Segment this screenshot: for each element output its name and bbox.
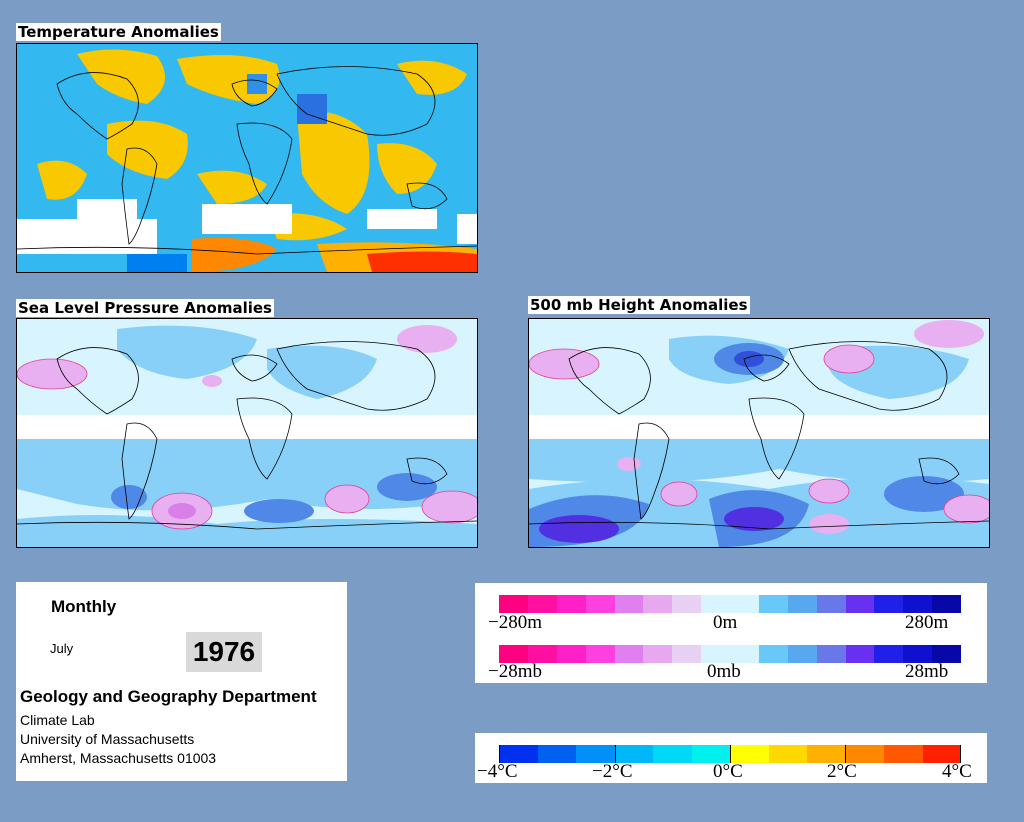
height-colorbar-swatch (643, 595, 673, 613)
temperature-colorbar-swatch (768, 745, 807, 763)
height-colorbar-swatch (701, 595, 730, 613)
temperature-colorbar-swatch (807, 745, 846, 763)
slp-anomaly-map (16, 318, 478, 548)
temp-tickmark (730, 745, 731, 763)
pressure-colorbar-swatch (527, 645, 557, 663)
pressure-colorbar-swatch (701, 645, 730, 663)
pressure-colorbar-swatch (556, 645, 586, 663)
temperature-colorbar-swatch (730, 745, 769, 763)
temperature-colorbar-swatch (845, 745, 884, 763)
height-tick-max: 280m (905, 612, 949, 633)
height-colorbar-swatch (816, 595, 846, 613)
temp-tick-m4: −4°C (477, 761, 518, 782)
pressure-colorbar-swatch (730, 645, 759, 663)
lab-label: Climate Lab (20, 712, 95, 728)
height-colorbar-swatch (527, 595, 557, 613)
height-colorbar-swatch (614, 595, 644, 613)
pressure-colorbar-swatch (874, 645, 904, 663)
year-label: 1976 (186, 632, 262, 672)
temperature-colorbar-swatch (653, 745, 692, 763)
height-colorbar-swatch (874, 595, 904, 613)
pressure-colorbar-swatch (672, 645, 702, 663)
temperature-legend: −4°C −2°C 0°C 2°C 4°C (475, 733, 987, 783)
temperature-colorbar-swatch (884, 745, 923, 763)
slp-panel-title: Sea Level Pressure Anomalies (16, 299, 274, 317)
temperature-panel-title: Temperature Anomalies (16, 23, 221, 41)
info-box: Monthly July 1976 Geology and Geography … (16, 582, 347, 781)
temp-tickmark (960, 745, 961, 763)
month-label: July (50, 641, 74, 656)
height-colorbar (499, 595, 961, 613)
department-label: Geology and Geography Department (20, 687, 317, 706)
height500-panel-title: 500 mb Height Anomalies (528, 296, 750, 314)
height-colorbar-swatch (932, 595, 961, 613)
height-pressure-legend: −280m 0m 280m −28mb 0mb 28mb (475, 583, 987, 683)
temperature-colorbar-swatch (537, 745, 576, 763)
temp-tick-2: 2°C (827, 761, 857, 782)
pressure-tick-zero: 0mb (707, 661, 741, 682)
height500-anomaly-map (528, 318, 990, 548)
temp-tickmark (845, 745, 846, 763)
height-colorbar-swatch (585, 595, 615, 613)
height-colorbar-swatch (903, 595, 933, 613)
temperature-colorbar-swatch (691, 745, 730, 763)
height-colorbar-swatch (556, 595, 586, 613)
pressure-colorbar-swatch (585, 645, 615, 663)
height-colorbar-swatch (787, 595, 817, 613)
temperature-colorbar-swatch (499, 745, 538, 763)
temperature-colorbar (499, 745, 961, 763)
pressure-colorbar-swatch (643, 645, 673, 663)
temperature-colorbar-swatch (576, 745, 615, 763)
temp-tickmark (499, 745, 500, 763)
address-label: Amherst, Massachusetts 01003 (20, 750, 217, 766)
period-label: Monthly (51, 597, 117, 616)
height-colorbar-swatch (499, 595, 528, 613)
temp-tick-0: 0°C (713, 761, 743, 782)
height-tick-zero: 0m (713, 612, 738, 633)
temp-tickmark (615, 745, 616, 763)
university-label: University of Massachusetts (20, 731, 195, 747)
pressure-colorbar-swatch (845, 645, 875, 663)
pressure-colorbar-swatch (614, 645, 644, 663)
pressure-colorbar-swatch (903, 645, 933, 663)
temp-tick-m2: −2°C (592, 761, 633, 782)
pressure-colorbar-swatch (758, 645, 788, 663)
temperature-colorbar-swatch (614, 745, 653, 763)
height-colorbar-swatch (672, 595, 702, 613)
pressure-colorbar-swatch (816, 645, 846, 663)
height-colorbar-swatch (730, 595, 759, 613)
pressure-colorbar-swatch (499, 645, 528, 663)
pressure-tick-min: −28mb (488, 661, 542, 682)
height-tick-min: −280m (488, 612, 542, 633)
height-colorbar-swatch (845, 595, 875, 613)
height-colorbar-swatch (758, 595, 788, 613)
pressure-colorbar (499, 645, 961, 663)
temperature-anomaly-map (16, 43, 478, 273)
pressure-colorbar-swatch (787, 645, 817, 663)
pressure-tick-max: 28mb (905, 661, 949, 682)
temperature-colorbar-swatch (922, 745, 961, 763)
pressure-colorbar-swatch (932, 645, 961, 663)
temp-tick-4: 4°C (942, 761, 972, 782)
